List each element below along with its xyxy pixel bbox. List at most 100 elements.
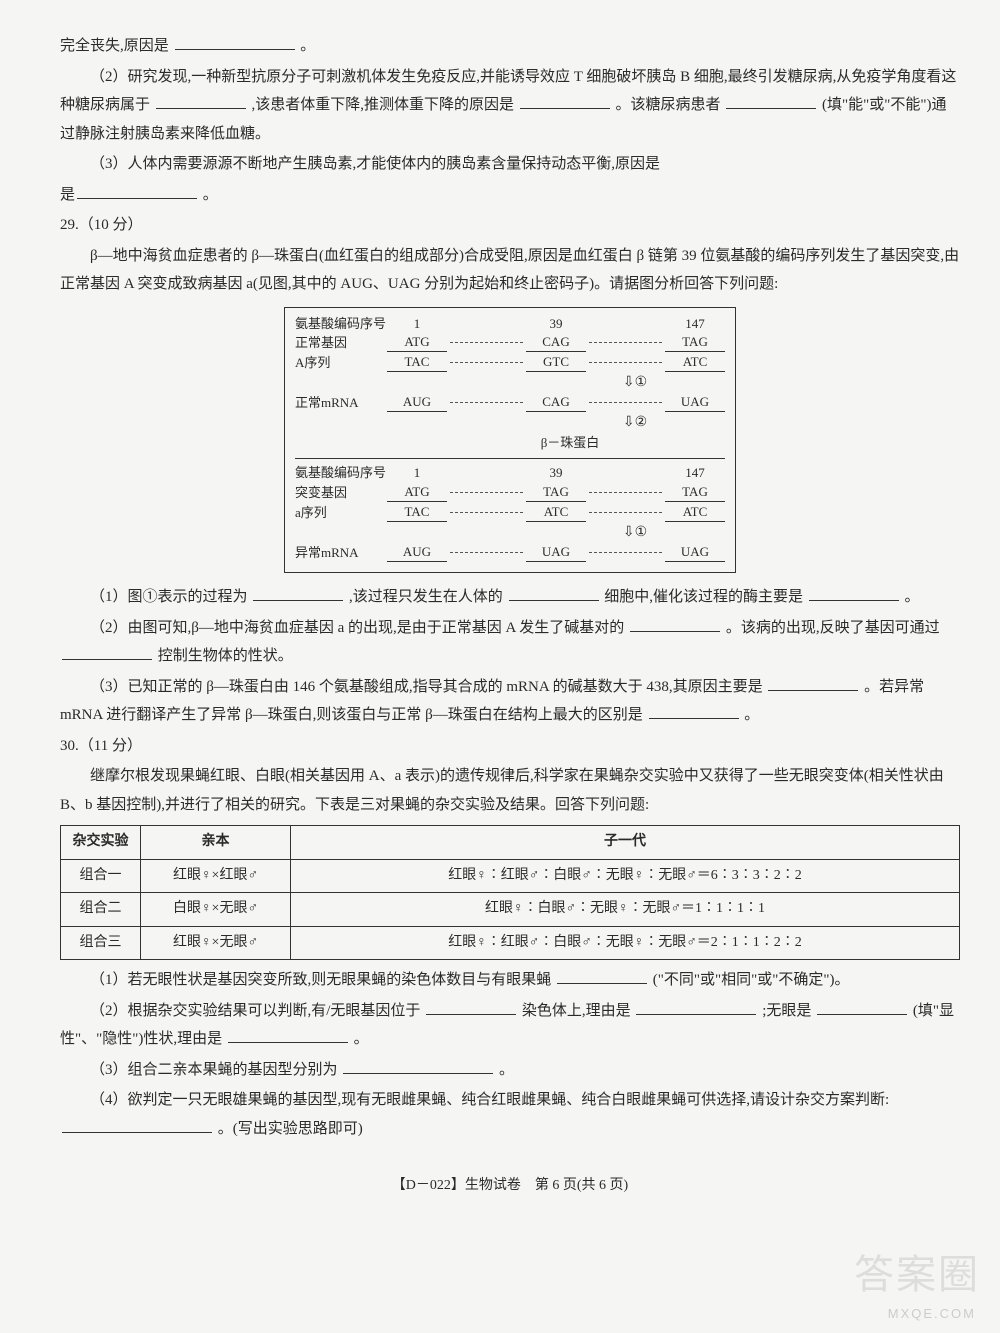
col-num: 1 bbox=[387, 316, 447, 333]
q30-3: （3）组合二亲本果蝇的基因型分别为 。 bbox=[60, 1056, 960, 1085]
table-row: 组合三 红眼♀×无眼♂ 红眼♀∶红眼♂∶白眼♂∶无眼♀∶无眼♂＝2∶1∶1∶2∶… bbox=[61, 926, 960, 960]
blank bbox=[253, 584, 343, 602]
watermark-url: MXQE.COM bbox=[888, 1302, 976, 1327]
codon: ATG bbox=[387, 484, 447, 502]
blank bbox=[636, 997, 756, 1015]
blank bbox=[509, 584, 599, 602]
blank bbox=[520, 92, 610, 110]
text: （1）图①表示的过程为 bbox=[90, 589, 248, 605]
text: （2）根据杂交实验结果可以判断,有/无眼基因位于 bbox=[90, 1003, 420, 1019]
text: ,该患者体重下降,推测体重下降的原因是 bbox=[252, 97, 515, 113]
q29-3: （3）已知正常的 β—珠蛋白由 146 个氨基酸组成,指导其合成的 mRNA 的… bbox=[60, 673, 960, 730]
blank bbox=[809, 584, 899, 602]
codon: ATC bbox=[526, 504, 586, 522]
col-num: 1 bbox=[387, 465, 447, 482]
text: 。 bbox=[354, 1031, 369, 1047]
table-row: 组合二 白眼♀×无眼♂ 红眼♀∶白眼♂∶无眼♀∶无眼♂＝1∶1∶1∶1 bbox=[61, 893, 960, 927]
text: 完全丧失,原因是 bbox=[60, 38, 169, 54]
th: 子一代 bbox=[291, 826, 960, 860]
A-seq-label: A序列 bbox=[295, 355, 387, 372]
intro-p3: （3）人体内需要源源不断地产生胰岛素,才能使体内的胰岛素含量保持动态平衡,原因是 bbox=[60, 150, 960, 179]
blank bbox=[62, 643, 152, 661]
text: （3）人体内需要源源不断地产生胰岛素,才能使体内的胰岛素含量保持动态平衡,原因是 bbox=[90, 156, 660, 172]
text: 。 bbox=[300, 38, 315, 54]
td: 组合二 bbox=[61, 893, 141, 927]
td: 白眼♀×无眼♂ bbox=[141, 893, 291, 927]
text: （3）已知正常的 β—珠蛋白由 146 个氨基酸组成,指导其合成的 mRNA 的… bbox=[90, 679, 763, 695]
text: 细胞中,催化该过程的酶主要是 bbox=[604, 589, 803, 605]
gene-diagram: 氨基酸编码序号 1 39 147 正常基因 ATG CAG TAG A序列 TA… bbox=[284, 307, 736, 574]
text: （1）若无眼性状是基因突变所致,则无眼果蝇的染色体数目与有眼果蝇 bbox=[90, 972, 551, 988]
text: （2）由图可知,β—地中海贫血症基因 a 的出现,是由于正常基因 A 发生了碱基… bbox=[90, 620, 624, 636]
q30-num: 30.（11 分） bbox=[60, 732, 960, 761]
codon: CAG bbox=[526, 334, 586, 352]
arrow1: ⇩① bbox=[545, 374, 725, 392]
d-header: 氨基酸编码序号 bbox=[295, 316, 387, 333]
protein: β－珠蛋白 bbox=[415, 435, 725, 452]
q29-1: （1）图①表示的过程为 ,该过程只发生在人体的 细胞中,催化该过程的酶主要是 。 bbox=[60, 583, 960, 612]
blank bbox=[649, 702, 739, 720]
blank bbox=[62, 1115, 212, 1133]
q29-2: （2）由图可知,β—地中海贫血症基因 a 的出现,是由于正常基因 A 发生了碱基… bbox=[60, 614, 960, 671]
d-header2: 氨基酸编码序号 bbox=[295, 465, 387, 482]
text: ("不同"或"相同"或"不确定")。 bbox=[653, 972, 850, 988]
codon: GTC bbox=[526, 354, 586, 372]
codon: TAG bbox=[665, 334, 725, 352]
blank bbox=[768, 673, 858, 691]
codon: TAC bbox=[387, 504, 447, 522]
codon: ATC bbox=[665, 504, 725, 522]
blank bbox=[343, 1056, 493, 1074]
arrow2: ⇩② bbox=[545, 414, 725, 432]
blank bbox=[817, 997, 907, 1015]
text: （3）组合二亲本果蝇的基因型分别为 bbox=[90, 1062, 338, 1078]
text: 。 bbox=[744, 707, 759, 723]
td: 红眼♀∶红眼♂∶白眼♂∶无眼♀∶无眼♂＝2∶1∶1∶2∶2 bbox=[291, 926, 960, 960]
codon: ATC bbox=[665, 354, 725, 372]
codon: CAG bbox=[526, 394, 586, 412]
td: 红眼♀∶白眼♂∶无眼♀∶无眼♂＝1∶1∶1∶1 bbox=[291, 893, 960, 927]
intro-p3-cont: 是 。 bbox=[60, 181, 960, 210]
text: 。 bbox=[905, 589, 920, 605]
blank bbox=[630, 614, 720, 632]
blank bbox=[557, 967, 647, 985]
text: 。 bbox=[203, 187, 218, 203]
col-num: 39 bbox=[526, 316, 586, 333]
q29-num: 29.（10 分） bbox=[60, 211, 960, 240]
text: 控制生物体的性状。 bbox=[158, 648, 293, 664]
codon: AUG bbox=[387, 544, 447, 562]
text: 。(写出实验思路即可) bbox=[218, 1121, 363, 1137]
td: 组合三 bbox=[61, 926, 141, 960]
blank bbox=[175, 33, 295, 51]
codon: UAG bbox=[526, 544, 586, 562]
th: 亲本 bbox=[141, 826, 291, 860]
th: 杂交实验 bbox=[61, 826, 141, 860]
text: 染色体上,理由是 bbox=[522, 1003, 631, 1019]
frag-lost: 完全丧失,原因是 。 bbox=[60, 32, 960, 61]
text: 。该病的出现,反映了基因可通过 bbox=[726, 620, 940, 636]
divider bbox=[295, 458, 725, 459]
q30-4: （4）欲判定一只无眼雄果蝇的基因型,现有无眼雌果蝇、纯合红眼雌果蝇、纯合白眼雌果… bbox=[60, 1086, 960, 1143]
text: 。 bbox=[499, 1062, 514, 1078]
normal-gene-label: 正常基因 bbox=[295, 335, 387, 352]
table-row: 组合一 红眼♀×红眼♂ 红眼♀∶红眼♂∶白眼♂∶无眼♀∶无眼♂＝6∶3∶3∶2∶… bbox=[61, 859, 960, 893]
text: （4）欲判定一只无眼雄果蝇的基因型,现有无眼雌果蝇、纯合红眼雌果蝇、纯合白眼雌果… bbox=[90, 1092, 889, 1108]
codon: UAG bbox=[665, 544, 725, 562]
td: 组合一 bbox=[61, 859, 141, 893]
q30-intro: 继摩尔根发现果蝇红眼、白眼(相关基因用 A、a 表示)的遗传规律后,科学家在果蝇… bbox=[60, 762, 960, 819]
col-num: 39 bbox=[526, 465, 586, 482]
blank bbox=[726, 92, 816, 110]
q30-2: （2）根据杂交实验结果可以判断,有/无眼基因位于 染色体上,理由是 ;无眼是 (… bbox=[60, 997, 960, 1054]
blank bbox=[228, 1026, 348, 1044]
cross-table: 杂交实验 亲本 子一代 组合一 红眼♀×红眼♂ 红眼♀∶红眼♂∶白眼♂∶无眼♀∶… bbox=[60, 825, 960, 960]
mut-gene-label: 突变基因 bbox=[295, 485, 387, 502]
text: ,该过程只发生在人体的 bbox=[349, 589, 503, 605]
codon: ATG bbox=[387, 334, 447, 352]
td: 红眼♀∶红眼♂∶白眼♂∶无眼♀∶无眼♂＝6∶3∶3∶2∶2 bbox=[291, 859, 960, 893]
mrna-normal-label: 正常mRNA bbox=[295, 395, 387, 412]
blank bbox=[77, 181, 197, 199]
arrow3: ⇩① bbox=[545, 524, 725, 542]
a-seq-label: a序列 bbox=[295, 505, 387, 522]
text: ;无眼是 bbox=[762, 1003, 811, 1019]
q29-intro: β—地中海贫血症患者的 β—珠蛋白(血红蛋白的组成部分)合成受阻,原因是血红蛋白… bbox=[60, 242, 960, 299]
td: 红眼♀×无眼♂ bbox=[141, 926, 291, 960]
